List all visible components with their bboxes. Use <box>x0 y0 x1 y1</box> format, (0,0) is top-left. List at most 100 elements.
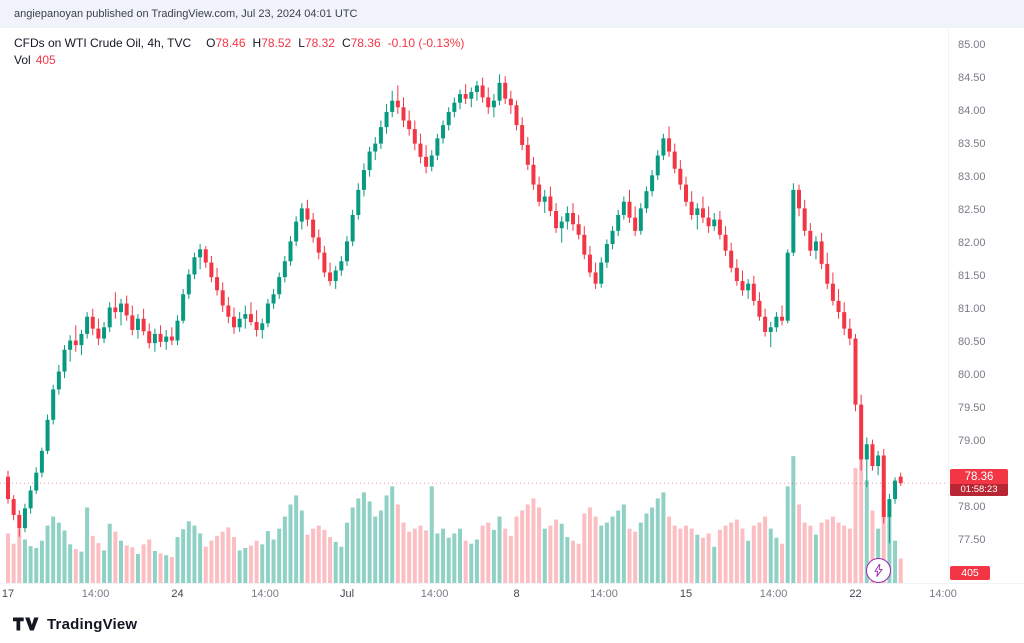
time-axis[interactable]: 17 14:00 24 14:00 Jul 14:00 8 14:00 15 14:00 22 14:… <box>0 583 1024 605</box>
volume-bar <box>254 540 259 583</box>
volume-bar <box>226 527 231 583</box>
price-axis-tick: 77.50 <box>958 534 986 547</box>
volume-bar <box>305 534 310 583</box>
volume-bar <box>260 544 265 583</box>
time-axis-label: 14:00 <box>81 588 110 600</box>
time-axis-label: 14:00 <box>590 588 618 600</box>
price-axis[interactable]: 85.00 84.50 84.00 83.50 83.00 82.50 82.00 81.50… <box>948 28 1024 583</box>
candle-body <box>73 340 78 346</box>
candle-body <box>469 92 474 99</box>
candle-body <box>780 316 785 321</box>
volume-bar <box>356 498 361 583</box>
volume-bar <box>768 528 773 583</box>
candle-body <box>508 98 513 106</box>
volume-bar <box>700 537 705 583</box>
volume-bar <box>870 510 875 583</box>
candle-body <box>305 208 310 220</box>
candle-body <box>390 100 395 112</box>
candle-body <box>186 274 191 295</box>
volume-bar <box>751 525 756 583</box>
volume-bar <box>650 507 655 583</box>
candlestick-chart <box>0 74 948 583</box>
time-axis-label: 14:00 <box>759 588 788 600</box>
volume-bar <box>441 528 446 583</box>
candle-body <box>373 143 378 152</box>
volume-bar <box>311 528 316 583</box>
candle-body <box>893 480 898 500</box>
volume-bar <box>56 522 61 583</box>
price-axis-tick: 82.00 <box>958 236 986 249</box>
volume-bar <box>209 540 214 583</box>
volume-bar <box>232 537 236 583</box>
candle-body <box>418 143 423 157</box>
candle-body <box>723 234 728 251</box>
candle-body <box>474 85 479 93</box>
candle-body <box>294 221 299 242</box>
candle-body <box>11 499 16 515</box>
candle-body <box>339 261 344 271</box>
volume-bar <box>135 554 140 583</box>
volume-bar <box>593 516 598 583</box>
volume-bar <box>152 550 157 583</box>
volume-bar <box>576 543 581 583</box>
tradingview-logo-icon[interactable] <box>13 616 40 632</box>
volume-bar <box>644 513 649 583</box>
candle-body <box>232 316 236 328</box>
volume-bar <box>587 507 592 583</box>
volume-bar <box>565 537 570 583</box>
volume-bar <box>401 522 406 583</box>
candle-body <box>164 336 169 342</box>
low-label: L <box>298 36 305 50</box>
candle-body <box>34 472 39 491</box>
volume-bar <box>678 528 683 583</box>
candle-body <box>169 336 174 341</box>
candle-body <box>633 217 638 231</box>
volume-bar <box>113 531 118 583</box>
volume-bar <box>22 539 27 583</box>
volume-bar <box>34 547 39 583</box>
candle-body <box>113 307 118 313</box>
candle-body <box>463 94 468 99</box>
candle-body <box>768 327 773 332</box>
volume-bar <box>808 525 813 583</box>
candle-body <box>576 224 581 235</box>
candle-body <box>265 303 270 324</box>
close-label: C <box>341 36 351 50</box>
candle-body <box>604 244 609 263</box>
candle-body <box>616 214 621 231</box>
volume-bar <box>79 551 84 583</box>
volume-bar <box>198 533 203 583</box>
lightning-icon <box>874 564 883 577</box>
time-axis-label: 22 <box>849 588 862 600</box>
time-axis-label: 15 <box>679 588 693 600</box>
price-axis-tick: 82.50 <box>958 203 986 216</box>
volume-bar <box>288 504 293 583</box>
volume-bar <box>446 537 451 583</box>
candle-body <box>825 263 830 284</box>
volume-bar <box>542 528 547 583</box>
boost-button[interactable] <box>866 558 891 583</box>
symbol-title[interactable]: CFDs on WTI Crude Oil, 4h, TVC <box>14 36 192 50</box>
volume-bar <box>384 495 389 583</box>
candle-body <box>836 300 841 313</box>
volume-bar <box>638 522 643 583</box>
candle-body <box>644 191 649 209</box>
candle-body <box>158 333 163 342</box>
candle-body <box>429 155 434 167</box>
volume-bar <box>192 525 197 583</box>
candle-body <box>215 277 220 291</box>
candle-body <box>62 349 67 372</box>
candle-body <box>847 328 852 339</box>
price-axis-tick: 81.50 <box>958 269 986 282</box>
volume-bar <box>893 540 898 583</box>
volume-bar <box>73 549 78 583</box>
brand-name[interactable]: TradingView <box>47 615 138 633</box>
candle-body <box>345 241 349 262</box>
candle-body <box>746 283 751 291</box>
volume-bar <box>333 541 338 583</box>
volume-bar <box>435 533 440 583</box>
volume-bar <box>813 534 818 583</box>
volume-bar <box>864 480 869 583</box>
volume-bar <box>684 525 688 583</box>
time-axis-label: Jul <box>339 588 355 600</box>
